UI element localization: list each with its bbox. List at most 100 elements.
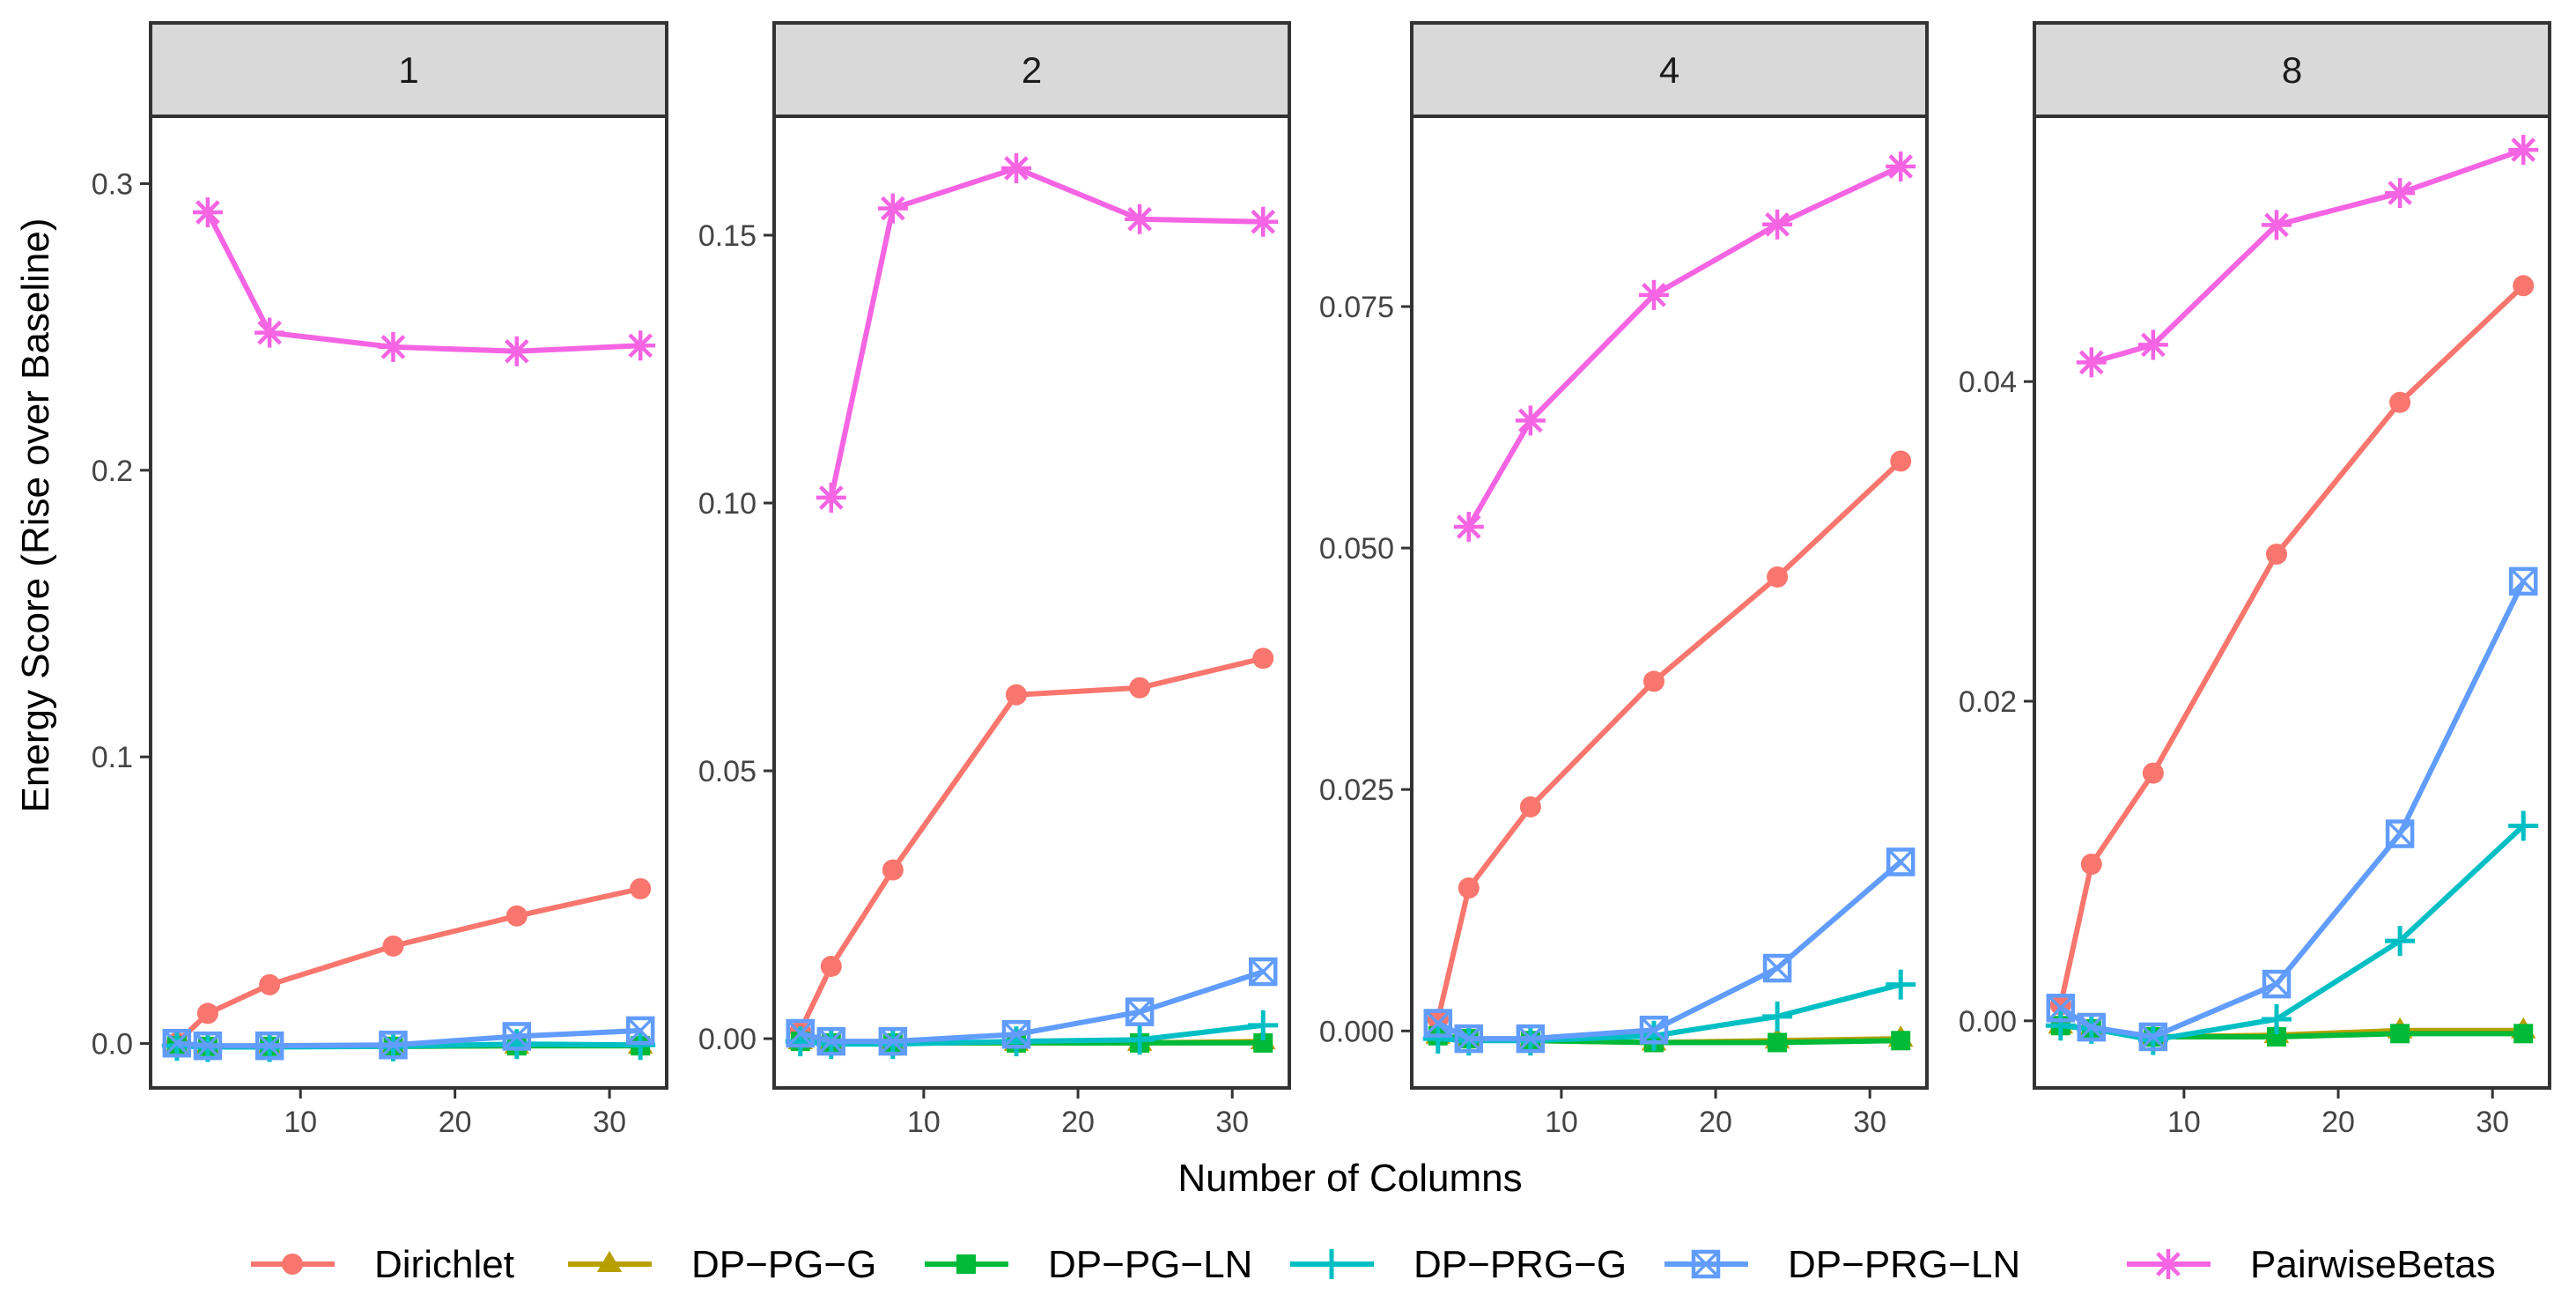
legend: Dirichlet DP−PG−G DP−PG−LN DP−PRG−G DP−PRG−L…: [251, 1243, 2496, 1286]
series-pairwisebetas: [2076, 135, 2539, 378]
y-tick-label: 0.075: [1319, 291, 1394, 324]
facet-strip: [2033, 21, 2551, 118]
data-point-pairwisebetas: [1638, 279, 1669, 310]
data-point-dp-pg-ln: [2390, 1024, 2410, 1044]
y-tick-label: 0.05: [698, 755, 757, 788]
data-point-dp-prg-ln: [878, 1026, 908, 1056]
y-tick-label: 0.1: [92, 741, 133, 774]
legend-label: DP−PRG−G: [1413, 1243, 1627, 1286]
x-tick-label: 30: [1215, 1106, 1249, 1139]
x-tick-label: 30: [1853, 1106, 1886, 1139]
data-point-dp-prg-g: [2261, 1003, 2292, 1034]
x-tick-label: 10: [284, 1106, 317, 1139]
data-point-dirichlet: [506, 905, 528, 927]
data-point-dp-prg-ln: [379, 1030, 408, 1060]
data-point-dirichlet: [882, 859, 904, 881]
series-pairwisebetas: [1453, 152, 1916, 542]
data-point-dirichlet: [1642, 670, 1664, 692]
data-point-dp-prg-ln: [162, 1028, 192, 1058]
data-point-dp-prg-g: [1125, 1025, 1155, 1055]
data-point-pairwisebetas: [501, 336, 532, 366]
data-point-dp-prg-g: [2385, 926, 2416, 957]
data-point-dirichlet: [820, 955, 842, 977]
x-tick-label: 10: [2167, 1106, 2201, 1139]
series-dirichlet: [2049, 275, 2535, 1016]
data-point-dp-prg-ln: [1762, 953, 1792, 983]
data-point-dp-prg-ln: [255, 1031, 284, 1061]
facet-strip-label: 2: [1022, 49, 1042, 91]
legend-label: DP−PRG−LN: [1788, 1243, 2020, 1286]
data-point-dp-prg-ln: [816, 1026, 846, 1056]
panel-border: [1410, 115, 1929, 1090]
data-point-dirichlet: [2389, 391, 2411, 413]
data-point-dp-prg-ln: [1516, 1024, 1546, 1054]
data-point-dirichlet: [259, 973, 281, 995]
legend-entry-dp-prg-ln: DP−PRG−LN: [1664, 1243, 2020, 1286]
legend-entry-dp-pg-ln: DP−PG−LN: [925, 1243, 1252, 1286]
y-tick-label: 0.00: [698, 1023, 757, 1056]
series-dirichlet: [1427, 450, 1912, 1031]
facet-panel-8: 8 0.00 0.02 0.04 10 20 30: [1959, 21, 2551, 1139]
x-axis-title: Number of Columns: [1177, 1157, 1522, 1200]
data-point-dirichlet: [1767, 566, 1789, 588]
data-point-pairwisebetas: [1125, 203, 1155, 234]
y-axis-title: Energy Score (Rise over Baseline): [14, 218, 57, 813]
plot-background: [774, 116, 1289, 1088]
data-point-dirichlet: [1519, 795, 1541, 817]
series-line: [1435, 859, 1904, 1042]
data-point-pairwisebetas: [2508, 135, 2539, 166]
panel-border: [772, 115, 1291, 1090]
data-point-dirichlet: [382, 935, 404, 957]
data-point-pairwisebetas: [877, 193, 908, 224]
plot-background: [2034, 116, 2550, 1088]
series-pairwisebetas: [192, 196, 656, 366]
data-point-dirichlet: [2142, 762, 2164, 784]
facets-layer: 1 0.0 0.1 0.2 0.3 10 20 30 2 0.00 0.05 0.10 0.15 10 20…: [92, 21, 2551, 1139]
data-point-dirichlet: [1005, 684, 1027, 706]
legend-key-marker: [956, 1254, 976, 1274]
y-tick-label: 0.10: [698, 487, 757, 521]
data-point-dirichlet: [2513, 275, 2535, 297]
series-pairwisebetas: [816, 152, 1279, 513]
data-point-pairwisebetas: [192, 196, 223, 227]
data-point-dp-pg-ln: [1253, 1032, 1273, 1053]
facet-strip: [1410, 21, 1929, 118]
series-dp-prg-ln: [786, 957, 1278, 1056]
panel-border: [2033, 115, 2551, 1090]
data-point-dp-pg-ln: [2513, 1024, 2534, 1044]
x-tick-label: 20: [439, 1106, 472, 1139]
data-point-dirichlet: [2080, 854, 2102, 876]
panel-border: [149, 115, 668, 1090]
series-line: [173, 1027, 644, 1049]
data-point-dp-prg-g: [1248, 1010, 1279, 1040]
series-dp-prg-ln: [2046, 566, 2538, 1052]
data-point-dirichlet: [2265, 544, 2287, 566]
x-tick-label: 20: [1061, 1106, 1095, 1139]
data-point-dp-prg-ln: [193, 1031, 223, 1061]
data-point-dp-prg-g: [625, 1030, 656, 1061]
y-tick-label: 0.000: [1319, 1015, 1394, 1048]
data-point-pairwisebetas: [625, 330, 656, 361]
legend-entry-pairwisebetas: PairwiseBetas: [2127, 1243, 2496, 1286]
data-point-dp-prg-ln: [1248, 957, 1278, 987]
facet-strip-label: 8: [2282, 49, 2302, 91]
data-point-pairwisebetas: [816, 482, 846, 513]
legend-key-marker: [1317, 1249, 1347, 1279]
plot-background: [1412, 116, 1927, 1088]
data-point-pairwisebetas: [1000, 152, 1031, 183]
data-point-pairwisebetas: [2261, 210, 2292, 240]
legend-label: DP−PG−G: [691, 1243, 876, 1286]
y-tick-label: 0.04: [1959, 366, 2017, 399]
data-point-pairwisebetas: [1762, 209, 1793, 240]
data-point-dp-prg-ln: [2385, 819, 2415, 848]
data-point-dirichlet: [630, 877, 652, 899]
facet-strip-label: 4: [1659, 49, 1679, 91]
facet-panel-2: 2 0.00 0.05 0.10 0.15 10 20 30: [698, 21, 1291, 1139]
data-point-dirichlet: [1252, 647, 1274, 669]
y-tick-label: 0.15: [698, 219, 757, 253]
series-line: [797, 655, 1266, 1033]
data-point-dirichlet: [1129, 677, 1151, 699]
series-dp-prg-ln: [1423, 847, 1915, 1054]
